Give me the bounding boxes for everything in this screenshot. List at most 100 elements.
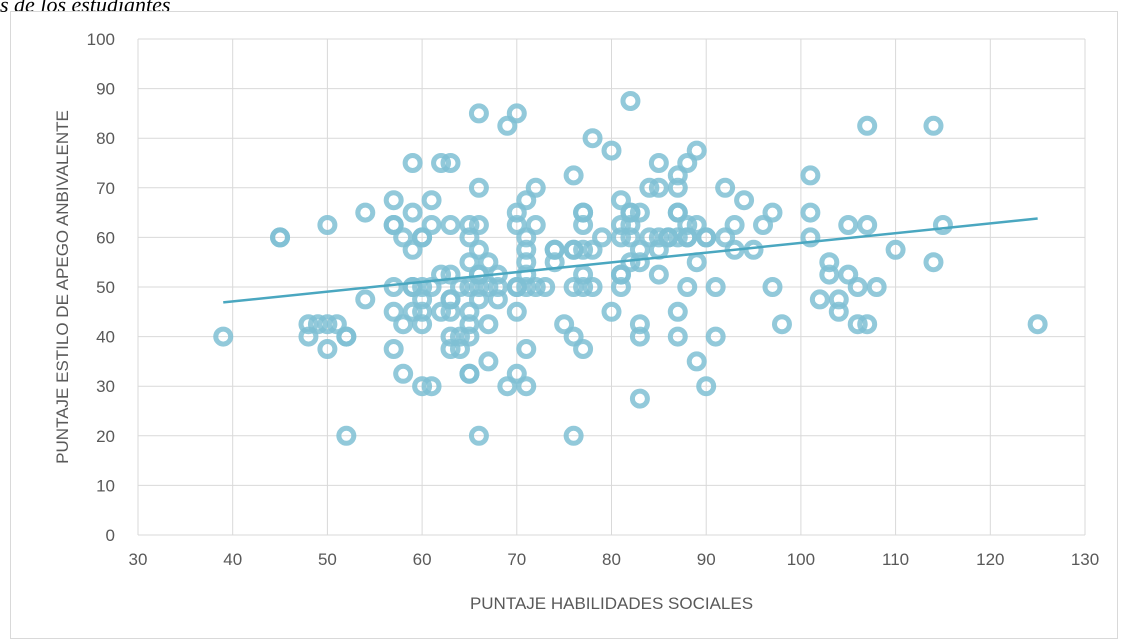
data-point: [667, 165, 688, 186]
data-point: [449, 326, 470, 347]
data-point: [459, 314, 480, 335]
y-tick-label: 90: [96, 80, 115, 99]
data-point: [421, 277, 442, 297]
data-point: [487, 289, 508, 310]
data-point: [857, 314, 878, 335]
data-point: [573, 215, 594, 235]
data-point: [459, 277, 480, 297]
y-tick-label: 20: [96, 427, 115, 446]
data-point: [317, 215, 338, 235]
y-tick-label: 70: [96, 179, 115, 198]
data-point: [412, 227, 433, 248]
x-tick-label: 40: [223, 550, 242, 569]
data-point: [506, 301, 527, 322]
data-point: [573, 339, 594, 359]
data-point: [705, 277, 726, 297]
data-point: [610, 215, 631, 235]
y-tick-label: 50: [96, 278, 115, 297]
data-point: [535, 277, 556, 297]
data-point: [213, 326, 234, 347]
data-point: [468, 289, 489, 310]
data-point: [440, 264, 461, 285]
data-point: [658, 227, 679, 248]
data-point: [828, 301, 849, 322]
data-point: [573, 264, 594, 285]
figure-caption: s de los estudiantes: [0, 0, 171, 17]
data-point: [431, 301, 452, 322]
x-tick-label: 90: [697, 550, 716, 569]
data-point: [383, 301, 404, 322]
data-point: [582, 239, 603, 260]
data-point: [393, 227, 414, 248]
data-point: [468, 215, 489, 235]
data-point: [440, 153, 461, 173]
gridlines: [137, 38, 1086, 536]
data-point: [516, 227, 537, 248]
data-point: [459, 252, 480, 273]
data-point: [412, 314, 433, 335]
trendline: [223, 217, 1038, 304]
x-tick-label: 120: [976, 550, 1004, 569]
y-tick-label: 40: [96, 328, 115, 347]
data-point: [478, 252, 499, 273]
data-point: [696, 376, 717, 397]
data-point: [667, 326, 688, 347]
data-point: [355, 289, 376, 310]
data-point: [582, 277, 603, 297]
data-point: [686, 140, 707, 161]
data-point: [402, 202, 423, 223]
data-point: [393, 314, 414, 335]
y-tick-label: 30: [96, 377, 115, 396]
data-point: [724, 215, 745, 235]
data-point: [610, 264, 631, 285]
data-point: [828, 289, 849, 310]
data-point: [506, 202, 527, 223]
data-point: [705, 326, 726, 347]
data-point: [696, 227, 717, 248]
data-point: [383, 277, 404, 297]
data-point: [468, 425, 489, 446]
data-point: [639, 177, 660, 198]
data-point: [686, 215, 707, 235]
data-point: [516, 277, 537, 297]
data-point: [421, 190, 442, 211]
data-point: [610, 190, 631, 211]
data-point: [402, 153, 423, 173]
data-point: [800, 202, 821, 223]
x-axis-title: PUNTAJE HABILIDADES SOCIALES: [470, 594, 753, 613]
data-point: [506, 215, 527, 235]
data-point: [440, 301, 461, 322]
data-point: [440, 326, 461, 347]
data-point: [677, 153, 698, 173]
data-point: [421, 376, 442, 397]
y-tick-label: 100: [87, 30, 115, 49]
data-point: [317, 339, 338, 359]
data-point: [563, 277, 584, 297]
data-point: [639, 227, 660, 248]
data-point: [885, 239, 906, 260]
data-point: [516, 190, 537, 211]
data-point: [648, 227, 669, 248]
data-point: [753, 215, 774, 235]
data-point: [592, 227, 613, 248]
data-point: [923, 252, 944, 273]
data-point: [648, 264, 669, 285]
y-axis-title: PUNTAJE ESTILO DE APEGO ANBIVALENTE: [53, 110, 72, 464]
data-point: [478, 277, 499, 297]
data-point: [307, 314, 328, 335]
data-point: [459, 363, 480, 384]
data-point: [431, 153, 452, 173]
data-point: [459, 215, 480, 235]
data-point: [715, 227, 736, 248]
data-point: [819, 264, 840, 285]
x-tick-label: 80: [602, 550, 621, 569]
data-point: [686, 351, 707, 372]
data-point: [516, 376, 537, 397]
data-point: [629, 388, 650, 409]
data-point: [383, 215, 404, 235]
data-point: [648, 177, 669, 198]
data-point: [412, 289, 433, 310]
data-points: [213, 91, 1048, 446]
data-point: [573, 202, 594, 223]
data-point: [393, 363, 414, 384]
